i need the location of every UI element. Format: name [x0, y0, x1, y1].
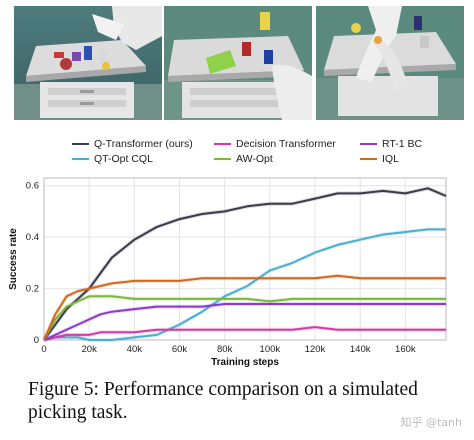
- scene-photo-2: [164, 6, 312, 120]
- series-line-aw-opt: [43, 295, 446, 341]
- legend-swatch-decision-transformer: [214, 143, 231, 145]
- watermark: 知乎 @tanh: [400, 416, 463, 429]
- legend-swatch-aw-opt: [214, 158, 231, 160]
- x-tick-label: 120k: [305, 344, 326, 355]
- series-line-iql: [43, 274, 446, 341]
- legend-item-qt-opt-cql: QT-Opt CQL: [72, 153, 153, 165]
- x-tick-label: 160k: [395, 344, 416, 355]
- legend-swatch-q-transformer: [72, 143, 89, 145]
- x-axis-label: Training steps: [211, 357, 279, 368]
- x-tick-label: 100k: [260, 344, 281, 355]
- series-line-q-transformer-ours: [43, 187, 447, 341]
- legend-item-aw-opt: AW-Opt: [214, 153, 273, 165]
- x-tick-label: 20k: [82, 344, 98, 355]
- series-band-rt-1-bc: [43, 302, 446, 342]
- legend-swatch-iql: [360, 158, 377, 160]
- x-tick-label: 40k: [127, 344, 143, 355]
- legend-swatch-qt-opt-cql: [72, 158, 89, 160]
- scene-photo-1: [14, 6, 162, 120]
- series-band-q-transformer-ours: [42, 186, 447, 342]
- legend-item-rt1-bc: RT-1 BC: [360, 138, 422, 150]
- chart-series: [42, 186, 447, 342]
- y-axis-label: Success rate: [8, 228, 19, 290]
- x-tick-label: 80k: [217, 344, 233, 355]
- series-line-decision-transformer: [43, 326, 446, 341]
- x-tick-label: 0: [41, 344, 46, 355]
- success-rate-chart: 0 20k 40k 60k 80k 100k 120k 140k 160k00.20.40.6 …: [8, 177, 447, 368]
- chart-legend: Q-Transformer (ours) Decision Transforme…: [64, 138, 464, 170]
- figure-caption: Figure 5: Performance comparison on a si…: [28, 379, 418, 423]
- y-tick-label: 0.6: [26, 181, 39, 192]
- y-tick-label: 0.2: [26, 284, 39, 295]
- plot-frame: [43, 177, 447, 341]
- legend-item-decision-transformer: Decision Transformer: [214, 138, 336, 150]
- legend-item-q-transformer: Q-Transformer (ours): [72, 138, 193, 150]
- legend-label-iql: IQL: [382, 153, 399, 165]
- scene-photos: [0, 0, 474, 124]
- y-tick-label: 0.4: [26, 232, 39, 243]
- legend-swatch-rt1-bc: [360, 143, 377, 145]
- chart-grid: [43, 178, 446, 341]
- x-tick-label: 60k: [172, 344, 188, 355]
- legend-label-qt-opt-cql: QT-Opt CQL: [94, 153, 153, 165]
- legend-label-aw-opt: AW-Opt: [236, 153, 273, 165]
- series-line-qt-opt-cql: [43, 228, 446, 341]
- y-tick-label: 0: [34, 335, 39, 346]
- chart-ticks: 0 20k 40k 60k 80k 100k 120k 140k 160k 0 0.2 0.4 0.6: [26, 181, 416, 355]
- legend-label-decision-transformer: Decision Transformer: [236, 138, 336, 150]
- legend-label-q-transformer: Q-Transformer (ours): [94, 138, 193, 150]
- series-line-rt-1-bc: [43, 303, 446, 341]
- legend-item-iql: IQL: [360, 153, 399, 165]
- x-tick-label: 140k: [350, 344, 371, 355]
- scene-photo-3: [316, 6, 464, 120]
- legend-label-rt1-bc: RT-1 BC: [382, 138, 423, 150]
